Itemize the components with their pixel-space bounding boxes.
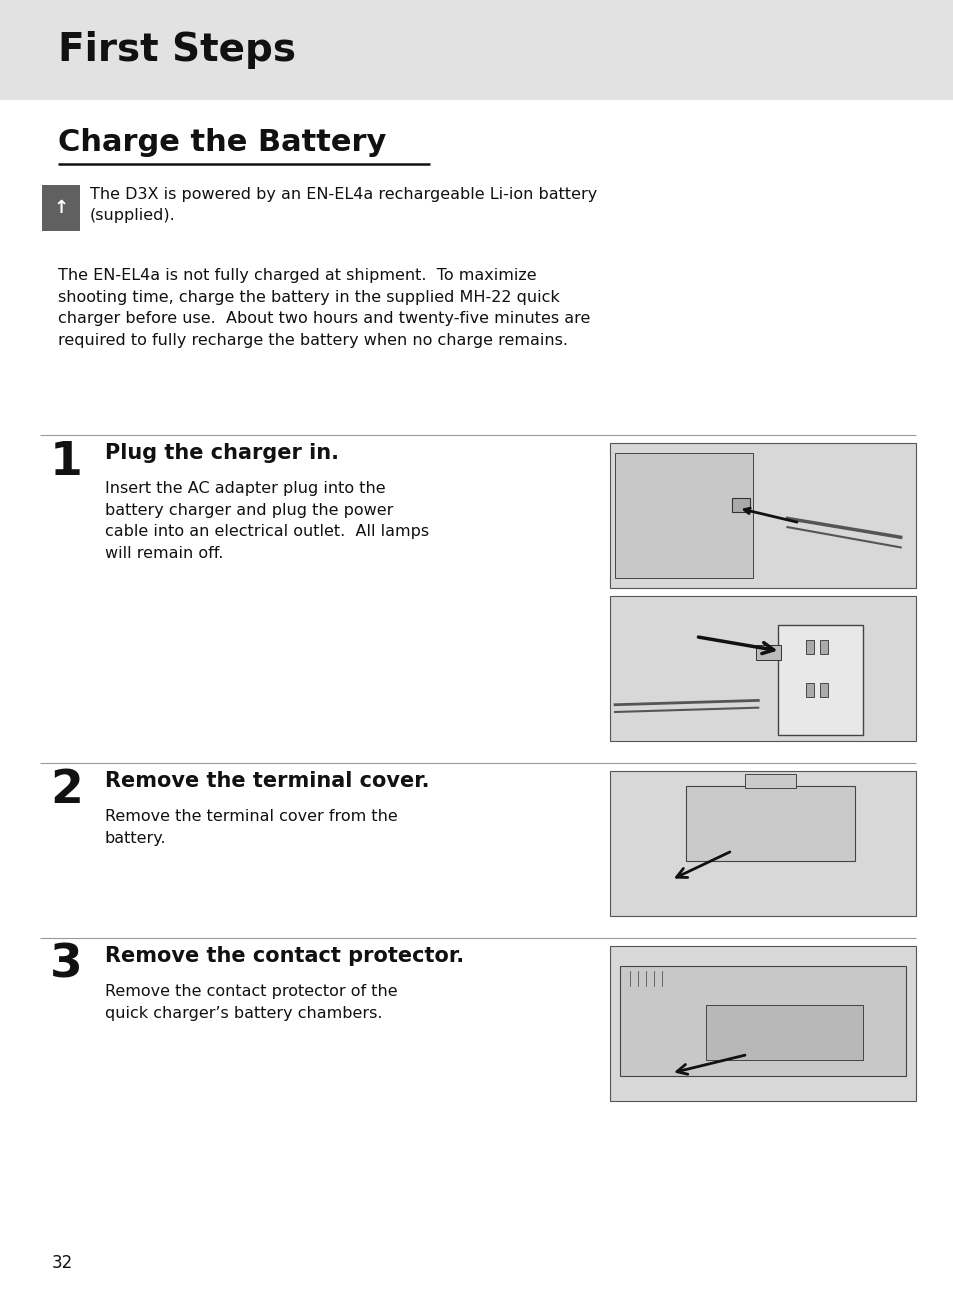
Bar — [805, 640, 814, 654]
Bar — [820, 683, 827, 696]
Text: 1: 1 — [50, 440, 83, 485]
Bar — [705, 1004, 862, 1059]
Text: Insert the AC adapter plug into the
battery charger and plug the power
cable int: Insert the AC adapter plug into the batt… — [105, 481, 429, 561]
Text: Remove the contact protector.: Remove the contact protector. — [105, 946, 464, 966]
Bar — [615, 453, 752, 578]
Bar — [609, 443, 915, 587]
Text: ↑: ↑ — [53, 198, 69, 217]
Bar — [805, 683, 814, 696]
Text: Plug the charger in.: Plug the charger in. — [105, 443, 338, 463]
Text: 3: 3 — [50, 943, 83, 988]
Bar — [609, 771, 915, 916]
Text: Remove the terminal cover.: Remove the terminal cover. — [105, 771, 429, 791]
Text: 32: 32 — [52, 1254, 73, 1272]
Bar — [686, 786, 854, 861]
Text: Remove the terminal cover from the
battery.: Remove the terminal cover from the batte… — [105, 809, 397, 846]
Bar — [778, 625, 862, 735]
Bar — [732, 498, 750, 512]
Text: The EN-EL4a is not fully charged at shipment.  To maximize
shooting time, charge: The EN-EL4a is not fully charged at ship… — [58, 268, 590, 348]
Bar — [0, 0, 953, 100]
Text: First Steps: First Steps — [58, 32, 295, 70]
Text: 2: 2 — [50, 767, 83, 813]
Bar — [42, 185, 80, 231]
Bar — [619, 966, 905, 1076]
Text: Remove the contact protector of the
quick charger’s battery chambers.: Remove the contact protector of the quic… — [105, 984, 397, 1021]
Bar — [744, 774, 795, 788]
Bar — [609, 597, 915, 741]
Text: The D3X is powered by an EN-EL4a rechargeable Li-ion battery
(supplied).: The D3X is powered by an EN-EL4a recharg… — [90, 187, 597, 223]
Text: Charge the Battery: Charge the Battery — [58, 127, 386, 156]
Bar — [820, 640, 827, 654]
Bar — [609, 946, 915, 1101]
Bar — [756, 645, 781, 660]
